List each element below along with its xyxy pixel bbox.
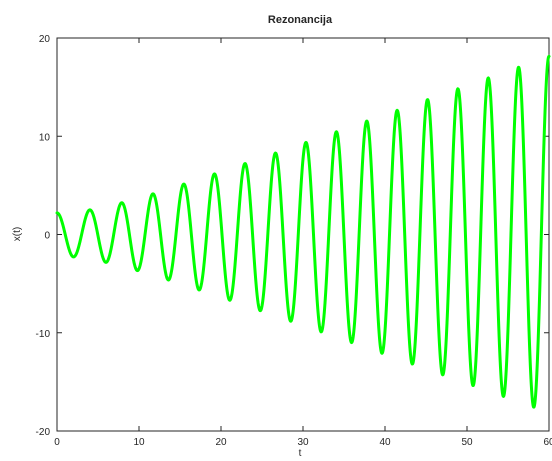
- series-line-xt: [55, 54, 551, 409]
- x-axis-ticks: 0 10 20 30 40 50 60: [54, 38, 552, 448]
- x-tick-label: 20: [215, 437, 227, 448]
- y-axis-label: x(t): [12, 227, 23, 241]
- x-tick-label: 50: [461, 437, 473, 448]
- x-tick-label: 40: [379, 437, 391, 448]
- x-tick-label: 60: [543, 437, 552, 448]
- y-axis-ticks: -20 -10 0 10 20: [36, 34, 549, 438]
- y-tick-label: 0: [44, 231, 50, 242]
- y-tick-label: -10: [36, 329, 51, 340]
- x-axis-label: t: [299, 448, 302, 456]
- chart-title: Rezonancija: [268, 14, 333, 26]
- x-tick-label: 10: [133, 437, 145, 448]
- y-tick-label: 10: [39, 132, 51, 143]
- x-tick-label: 30: [297, 437, 309, 448]
- y-tick-label: 20: [39, 34, 51, 45]
- y-tick-label: -20: [36, 427, 51, 438]
- x-tick-label: 0: [54, 437, 60, 448]
